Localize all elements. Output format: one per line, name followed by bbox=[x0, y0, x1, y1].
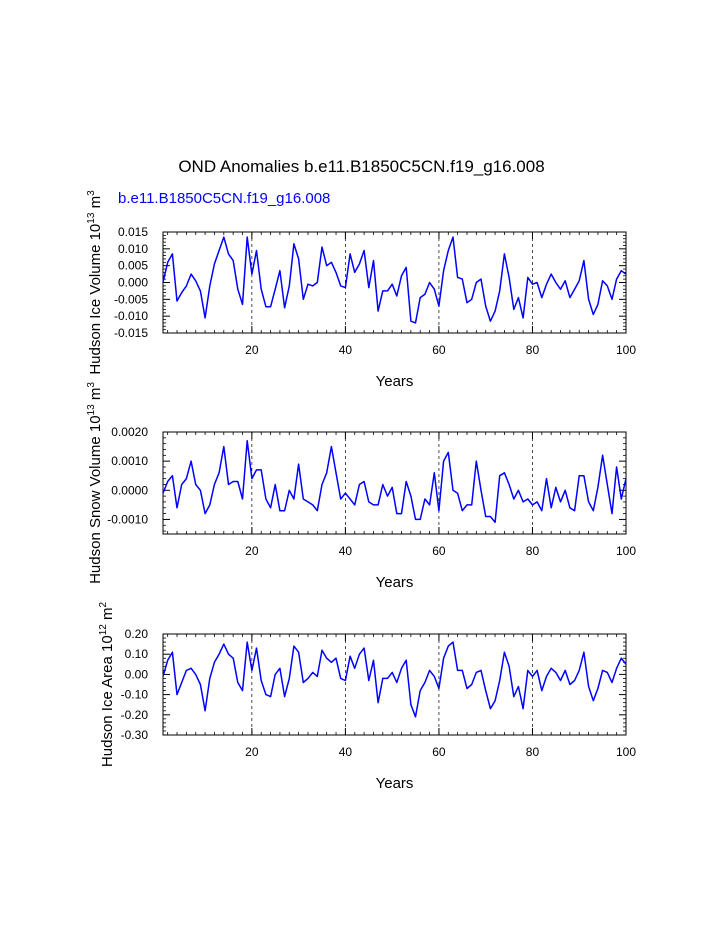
chart-title: OND Anomalies b.e11.B1850C5CN.f19_g16.00… bbox=[178, 157, 545, 176]
y-tick-label: 0.00 bbox=[125, 667, 149, 681]
x-axis-label: Years bbox=[376, 775, 414, 792]
x-tick-label: 40 bbox=[339, 544, 353, 558]
y-tick-label: -0.015 bbox=[114, 326, 148, 340]
x-tick-label: 80 bbox=[526, 544, 540, 558]
y-tick-label: -0.30 bbox=[121, 728, 149, 742]
y-tick-label: -0.010 bbox=[114, 309, 148, 323]
x-tick-label: 40 bbox=[339, 745, 353, 759]
series-line bbox=[162, 236, 627, 324]
case-label: b.e11.B1850C5CN.f19_g16.008 bbox=[118, 190, 331, 207]
y-axis-label-superscript: 13 bbox=[86, 404, 97, 416]
y-axis-label-text: m bbox=[87, 388, 104, 405]
y-tick-label: -0.20 bbox=[121, 708, 149, 722]
panel-2: 20 40 60 80 100 -0.0010 0.0000 0.0010 0.0020 Year… bbox=[86, 382, 636, 591]
x-tick-label: 100 bbox=[616, 343, 636, 357]
x-tick-label: 20 bbox=[245, 343, 259, 357]
y-axis-label-superscript: 13 bbox=[86, 212, 97, 224]
x-tick-label: 100 bbox=[616, 745, 636, 759]
x-axis-label: Years bbox=[376, 373, 414, 390]
series-line bbox=[162, 641, 627, 718]
x-tick-label: 100 bbox=[616, 544, 636, 558]
y-tick-label: 0.10 bbox=[125, 647, 149, 661]
x-tick-label: 60 bbox=[432, 343, 446, 357]
y-tick-label: 0.010 bbox=[118, 242, 148, 256]
x-tick-label: 80 bbox=[526, 343, 540, 357]
y-tick-label: 0.005 bbox=[118, 259, 148, 273]
y-axis-label: Hudson Snow Volume 1013 m3 bbox=[86, 382, 104, 584]
panel-1: 20 40 60 80 100 -0.015 -0.010 -0.005 0.000 0.005 0… bbox=[86, 190, 636, 390]
x-tick-label: 80 bbox=[526, 745, 540, 759]
y-axis-label-text: Hudson Snow Volume 10 bbox=[87, 415, 104, 583]
y-tick-label: 0.0000 bbox=[111, 483, 148, 497]
y-axis-label-text: m bbox=[99, 608, 116, 625]
y-tick-label: 0.0020 bbox=[111, 425, 148, 439]
y-tick-label: -0.10 bbox=[121, 688, 149, 702]
x-tick-label: 40 bbox=[339, 343, 353, 357]
x-axis-label: Years bbox=[376, 574, 414, 591]
y-tick-label: 0.20 bbox=[125, 627, 149, 641]
x-tick-label: 20 bbox=[245, 745, 259, 759]
y-axis-label-text: m bbox=[87, 196, 104, 213]
x-tick-label: 20 bbox=[245, 544, 259, 558]
y-axis-label-superscript: 3 bbox=[86, 190, 97, 196]
y-axis-label-superscript: 3 bbox=[86, 382, 97, 388]
plot-frame bbox=[162, 431, 627, 535]
y-tick-label: 0.015 bbox=[118, 225, 148, 239]
y-axis-label-text: Hudson Ice Volume 10 bbox=[87, 224, 104, 375]
x-tick-label: 60 bbox=[432, 745, 446, 759]
y-tick-label: 0.0010 bbox=[111, 454, 148, 468]
series-line bbox=[162, 439, 627, 524]
y-tick-label: 0.000 bbox=[118, 276, 148, 290]
plot-frame bbox=[162, 633, 627, 736]
y-axis-label: Hudson Ice Area 1012 m2 bbox=[98, 602, 116, 768]
y-axis-label: Hudson Ice Volume 1013 m3 bbox=[86, 190, 104, 375]
y-tick-label: -0.005 bbox=[114, 292, 148, 306]
y-axis-label-superscript: 2 bbox=[98, 602, 109, 608]
y-tick-label: -0.0010 bbox=[107, 512, 148, 526]
x-tick-label: 60 bbox=[432, 544, 446, 558]
y-axis-label-text: Hudson Ice Area 10 bbox=[99, 635, 116, 767]
panel-3: 20 40 60 80 100 -0.30 -0.20 -0.10 0.00 0.10 0.20 Ye… bbox=[98, 602, 636, 793]
y-axis-label-superscript: 12 bbox=[98, 624, 109, 636]
